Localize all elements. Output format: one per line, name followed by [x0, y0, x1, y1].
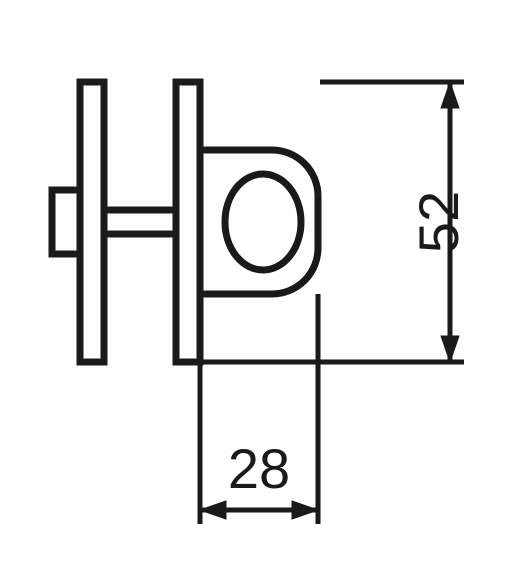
knob-face	[225, 174, 301, 270]
back-stub	[52, 190, 80, 254]
shaft	[104, 210, 176, 234]
part-outline	[52, 82, 318, 362]
engineering-drawing: 52 28	[0, 0, 529, 579]
dimension-width-label: 28	[228, 437, 290, 500]
plate-left	[80, 82, 104, 362]
plate-right	[176, 82, 200, 362]
dimension-height-label: 52	[407, 191, 470, 253]
